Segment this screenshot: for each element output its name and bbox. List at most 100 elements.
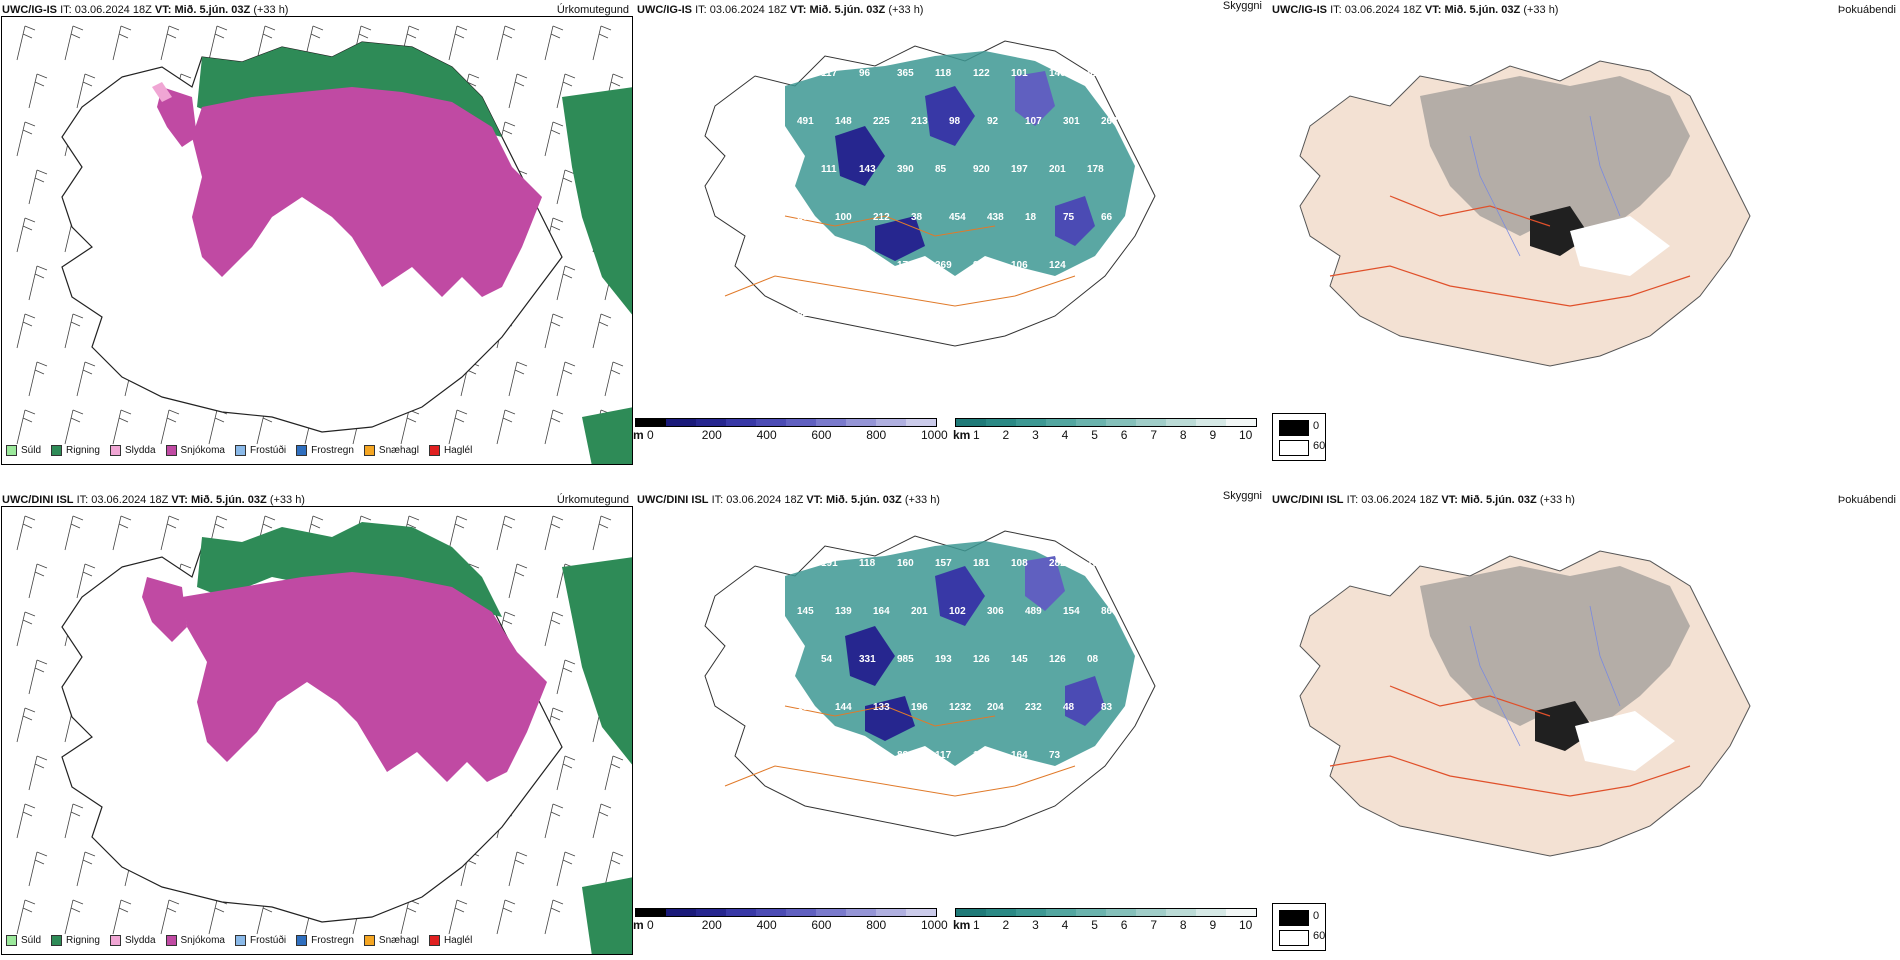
elevation-colorbar-swatch [636,909,666,916]
lead-time: (+33 h) [1539,494,1575,506]
visibility-map: 75 62 117 96 365 118 122 101 140 81 278 491 148 225 21… [704,40,1156,347]
peak-elevation-label: 57 [745,164,757,175]
elevation-colorbar-swatch [666,909,696,916]
panel-header: UWC/DINI ISL IT: 03.06.2024 18Z VT: Mið.… [1272,494,1575,506]
peak-elevation-label: 454 [949,212,966,223]
elevation-colorbar-tick-label: 800 [866,428,887,442]
model-name: UWC/IG-IS [1272,4,1327,16]
visibility-colorbar-tick-label: 9 [1209,918,1217,932]
wind-barb [208,409,228,445]
init-time-label: IT: [76,494,89,506]
wind-barb [16,899,36,935]
wind-barb [16,611,36,647]
peak-elevation-label: 282 [1049,558,1066,569]
wind-barb [556,73,576,109]
visibility-colorbar-tick-label: 3 [1032,428,1039,442]
peak-elevation-label: 213 [911,116,928,127]
peak-elevation-label: 143 [859,164,876,175]
visibility-colorbar-swatch [986,419,1016,426]
forecast-row-bottom: UWC/DINI ISL IT: 03.06.2024 18Z VT: Mið.… [0,490,1900,960]
wind-barb [28,659,48,695]
elevation-colorbar-tick-label: 400 [756,428,777,442]
peak-elevation-label: 75 [1063,212,1075,223]
valid-time-label: VT: [154,4,172,16]
peak-elevation-label: 151 [745,558,762,569]
visibility-colorbar-labels: km 1 2 3 4 5 6 7 8 9 10 [953,427,1257,442]
wind-barb [496,409,516,445]
legend-swatch [51,445,63,456]
peak-elevation-label: 126 [973,654,990,665]
legend-label: Súld [21,445,42,456]
very-low-visibility-area [835,126,885,186]
elevation-colorbar-tick-label: 200 [701,428,722,442]
elevation-colorbar-swatch [906,419,936,426]
legend-item: Frostregn [296,935,354,946]
wind-barb [496,25,516,61]
legend-item: Snjókoma [165,445,225,456]
wind-barb [16,409,36,445]
peak-elevation-label: 140 [1049,68,1066,79]
wind-barb [16,515,36,551]
visibility-colorbar-swatch [1046,909,1076,916]
elevation-colorbar-swatch [816,419,846,426]
wind-barb [28,563,48,599]
peak-elevation-label: 985 [897,654,914,665]
visibility-colorbar-swatch [1106,909,1136,916]
peak-elevation-label: 126 [1049,654,1066,665]
fog-legend-label-60: 60 [1313,440,1326,452]
peak-elevation-label: 66 [1101,212,1113,223]
peak-elevation-label: 329 [783,558,800,569]
wind-barb [28,73,48,109]
elevation-colorbar-swatch [636,419,666,426]
precip-type-map-frame: Súld Rigning Slydda Snjókoma Frostúði Fr… [1,16,633,465]
legend-swatch [165,935,177,946]
elevation-colorbar-swatch [756,909,786,916]
panel-header: UWC/IG-IS IT: 03.06.2024 18Z VT: Mið. 5.… [1272,4,1558,16]
elevation-colorbar-swatch [696,909,726,916]
legend-label: Frostúði [249,935,287,946]
legend-swatch [109,445,121,456]
elevation-colorbar-swatch [696,419,726,426]
peak-elevation-label: 139 [835,606,852,617]
elevation-colorbar-swatch [846,909,876,916]
panel-header: UWC/IG-IS IT: 03.06.2024 18Z VT: Mið. 5.… [2,4,288,16]
visibility-colorbar-swatch [1016,909,1046,916]
init-time: 03.06.2024 18Z [709,4,787,16]
peak-elevation-label: 117 [821,68,838,79]
peak-elevation-label: 191 [821,558,838,569]
legend-item: Rigning [51,445,100,456]
peak-elevation-label: 159 [973,750,990,761]
model-name: UWC/IG-IS [2,4,57,16]
peak-elevation-label: 212 [873,212,890,223]
elevation-colorbar-swatch [786,909,816,916]
peak-elevation-label: 08 [1087,654,1099,665]
elevation-colorbar-swatch [786,419,816,426]
elevation-colorbar-tick-label: 0 [647,428,654,442]
very-low-visibility-area [1065,676,1105,726]
init-time: 03.06.2024 18Z [726,494,804,506]
visibility-colorbar-tick-label: 7 [1150,428,1158,442]
fog-legend: 0 60 [1272,413,1326,461]
visibility-panel: UWC/DINI ISL IT: 03.06.2024 18Z VT: Mið.… [633,490,1270,960]
roads [1329,195,1691,307]
legend-item: Snæhagl [363,445,419,456]
wind-barb [544,803,564,839]
valid-time-label: VT: [171,494,188,506]
wind-barb [592,803,612,839]
visibility-colorbar-tick-label: 4 [1061,428,1069,442]
wind-barb [508,851,528,887]
wind-barb [64,313,84,349]
very-low-visibility-area [845,626,895,686]
peak-elevation-label: 64 [821,260,833,271]
sleet-fringe [152,82,172,102]
valid-time: Mið. 5.jún. 03Z [825,494,902,506]
peak-elevation-label: 38 [911,212,923,223]
legend-swatch [296,935,308,946]
wind-barb [64,803,84,839]
peak-elevation-label: 98 [949,116,961,127]
wind-barb [508,73,528,109]
peak-elevation-label: 74 [745,750,757,761]
peak-elevation-label: 171 [897,260,914,271]
peak-elevation-label: 196 [911,702,928,713]
fog-legend-label-60: 60 [1313,930,1326,942]
